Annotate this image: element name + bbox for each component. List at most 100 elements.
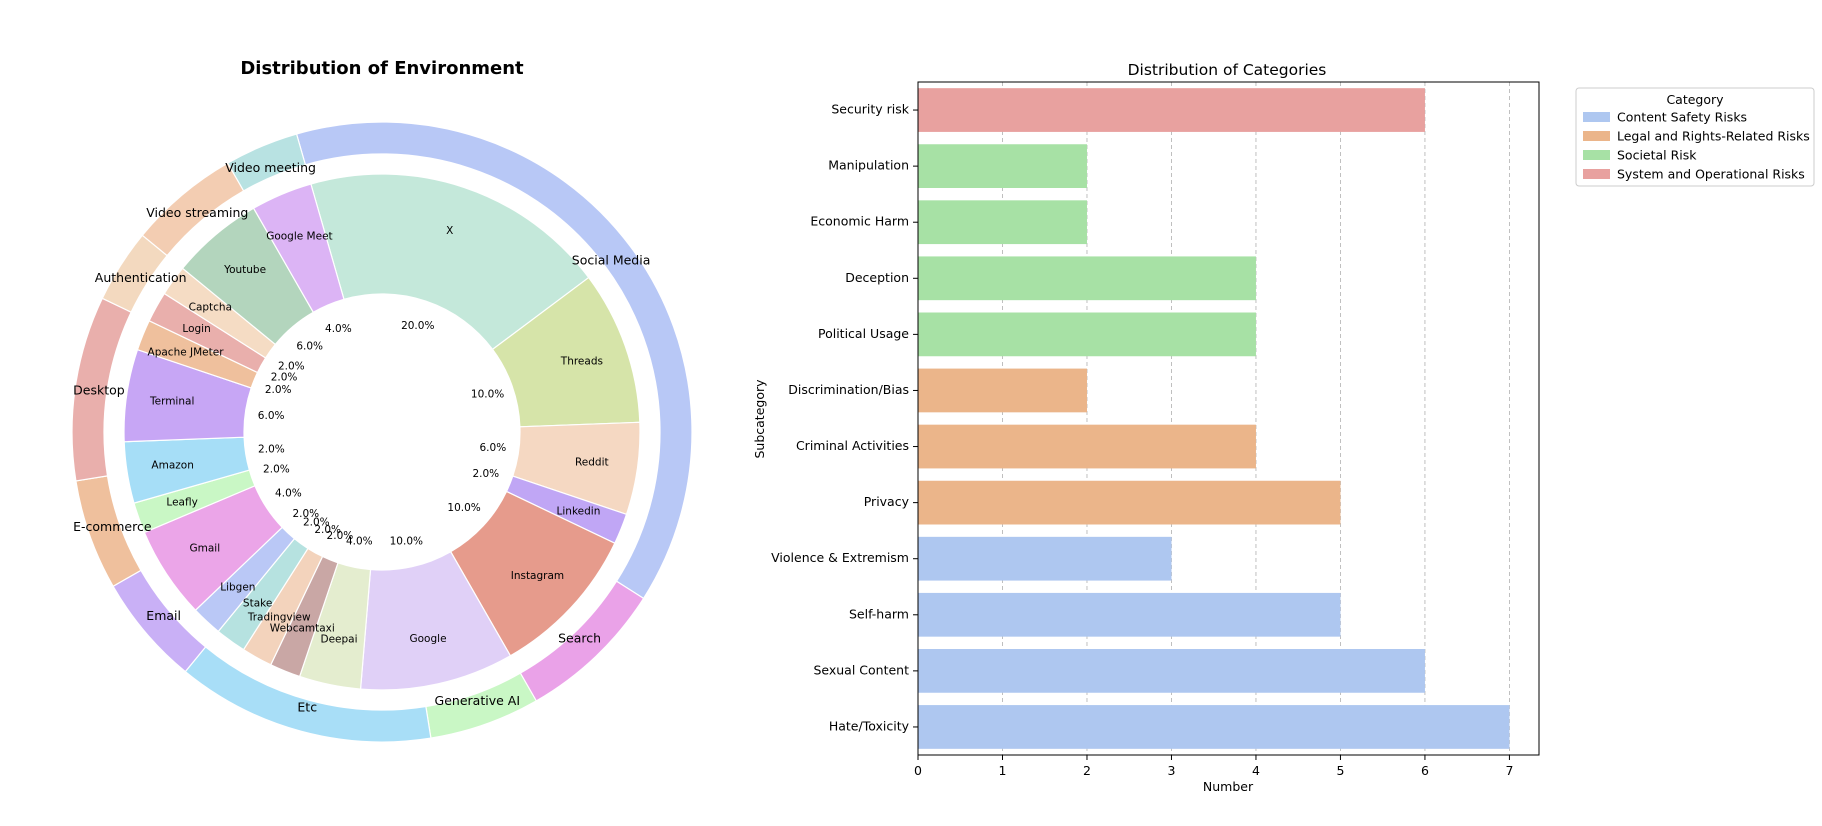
percent-label-libgen: 2.0% [292,508,319,520]
legend-swatch-legal-and-rights-related-risks [1583,131,1610,141]
legend-title: Category [1666,92,1724,107]
inner-label-amazon: Amazon [151,459,193,471]
percent-label-deepai: 4.0% [346,536,373,548]
y-tick-label-privacy: Privacy [864,494,910,509]
inner-label-libgen: Libgen [220,581,255,593]
percent-label-webcamtaxi: 2.0% [327,530,354,542]
y-axis-label: Subcategory [752,379,767,459]
outer-label-video-streaming: Video streaming [146,205,248,220]
bar-security-risk [918,88,1425,132]
bar-privacy [918,480,1341,525]
outer-label-authentication: Authentication [95,270,187,285]
outer-label-video-meeting: Video meeting [225,160,316,175]
bar-deception [918,256,1256,301]
percent-label-terminal: 6.0% [258,410,285,422]
bar-chart-title: Distribution of Categories [1128,61,1327,79]
bar-hate-toxicity [918,705,1510,749]
y-tick-label-political-usage: Political Usage [818,326,909,341]
y-tick-label-security-risk: Security risk [831,102,909,117]
inner-label-threads: Threads [560,355,603,367]
percent-label-leafly: 2.0% [263,463,290,475]
y-tick-label-discrimination-bias: Discrimination/Bias [788,382,909,397]
percent-label-stake: 2.0% [303,517,330,529]
legend-swatch-content-safety-risks [1583,112,1610,122]
bar-sexual-content [918,649,1425,693]
bar-manipulation [918,144,1087,188]
inner-label-linkedin: Linkedin [557,506,601,518]
inner-label-leafly: Leafly [166,497,197,509]
outer-label-e-commerce: E-commerce [73,519,152,534]
x-tick-label-4: 4 [1252,763,1260,778]
y-tick-label-deception: Deception [845,270,909,285]
donut-chart-title: Distribution of Environment [240,58,524,79]
legend-items: Content Safety Risks Legal and Rights-Rel… [1583,110,1810,182]
inner-label-x: X [446,225,453,237]
bar-self-harm [918,592,1341,637]
outer-ring-labels: Social Media Search Generative AI Etc Email E… [73,160,650,714]
inner-label-gmail: Gmail [190,542,221,554]
legend-label-content-safety-risks: Content Safety Risks [1617,110,1747,125]
percent-label-linkedin: 2.0% [472,468,499,480]
categories-bar-chart: Distribution of Categories 0 1 2 3 4 5 6 7 Secu… [752,61,1815,794]
inner-label-youtube: Youtube [223,264,266,276]
inner-label-google-meet: Google Meet [266,231,332,243]
inner-label-google: Google [410,633,447,645]
y-tick-label-economic-harm: Economic Harm [810,214,909,229]
environment-donut-chart: Distribution of Environment Social Media… [71,58,693,743]
x-axis-ticks: 0 1 2 3 4 5 6 7 [914,755,1513,778]
y-tick-label-violence-extremism: Violence & Extremism [771,550,909,565]
y-tick-label-manipulation: Manipulation [828,158,909,173]
y-tick-label-self-harm: Self-harm [849,606,909,621]
inner-label-captcha: Captcha [189,302,232,314]
inner-wedge-google-meet [252,183,345,314]
inner-label-deepai: Deepai [321,634,358,646]
inner-ring-percent-labels: 20.0%10.0%6.0%2.0%10.0%10.0%4.0%2.0%2.0%… [258,320,506,548]
plot-frame [917,81,1540,756]
bar-discrimination-bias [918,368,1087,413]
inner-label-reddit: Reddit [575,456,609,468]
inner-label-terminal: Terminal [149,396,194,408]
inner-label-webcamtaxi: Webcamtaxi [270,622,335,634]
percent-label-x: 20.0% [401,320,434,332]
legend-label-societal-risk: Societal Risk [1617,148,1697,163]
inner-label-instagram: Instagram [511,570,564,582]
inner-label-stake: Stake [243,598,272,610]
percent-label-instagram: 10.0% [447,502,480,514]
percent-label-threads: 10.0% [471,389,504,401]
x-tick-label-6: 6 [1421,763,1429,778]
bar-violence-extremism [918,536,1172,581]
x-tick-label-3: 3 [1167,763,1175,778]
inner-label-login: Login [182,323,210,335]
x-tick-label-1: 1 [999,763,1007,778]
inner-label-apache-jmeter: Apache JMeter [148,346,225,358]
y-tick-label-criminal-activities: Criminal Activities [796,438,909,453]
bar-political-usage [918,312,1256,357]
outer-ring [71,121,693,743]
x-tick-label-5: 5 [1336,763,1344,778]
percent-label-gmail: 4.0% [275,488,302,500]
outer-label-desktop: Desktop [73,383,125,398]
percent-label-reddit: 6.0% [480,442,507,454]
percent-label-google: 10.0% [390,535,423,547]
legend-swatch-societal-risk [1583,150,1610,160]
inner-ring [123,173,641,691]
percent-label-google-meet: 4.0% [325,323,352,335]
outer-label-email: Email [146,608,181,623]
y-tick-label-hate-toxicity: Hate/Toxicity [829,718,910,733]
outer-label-etc: Etc [297,700,317,715]
outer-label-social-media: Social Media [572,252,651,267]
x-tick-label-0: 0 [914,763,922,778]
legend-swatch-system-and-operational-risks [1583,169,1610,179]
percent-label-login: 2.0% [271,372,298,384]
inner-wedge-x [310,173,590,351]
percent-label-tradingview: 2.0% [314,524,341,536]
x-tick-label-2: 2 [1083,763,1091,778]
inner-label-tradingview: Tradingview [247,611,311,623]
outer-label-generative-ai: Generative AI [435,693,520,708]
legend-label-legal-and-rights-related-risks: Legal and Rights-Related Risks [1617,129,1810,144]
y-tick-label-sexual-content: Sexual Content [813,662,909,677]
percent-label-apache-jmeter: 2.0% [265,384,292,396]
legend-label-system-and-operational-risks: System and Operational Risks [1617,167,1805,182]
legend: Category Content Safety Risks Legal and R… [1575,87,1815,187]
